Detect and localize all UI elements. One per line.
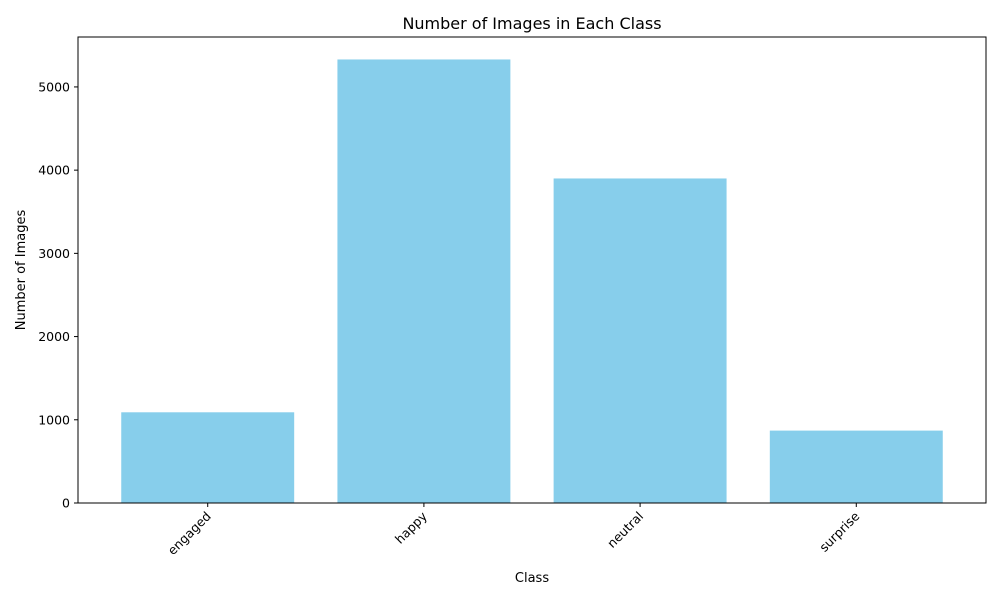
x-tick-label-neutral: neutral [604, 509, 646, 551]
axes-frame [77, 36, 987, 504]
x-tick-label-surprise: surprise [816, 508, 862, 554]
y-axis-label: Number of Images [14, 210, 29, 331]
y-tick-label-1000: 1000 [38, 412, 70, 427]
bar-surprise [769, 430, 943, 503]
y-tick-label-0: 0 [62, 496, 70, 511]
y-tick-label-4000: 4000 [38, 163, 70, 178]
x-axis-label: Class [515, 571, 549, 586]
bar-neutral [553, 178, 727, 503]
chart-title: Number of Images in Each Class [402, 14, 661, 33]
x-tick-label-happy: happy [392, 508, 431, 547]
bar-engaged [121, 412, 295, 503]
y-tick-label-2000: 2000 [38, 329, 70, 344]
x-tick-label-engaged: engaged [164, 509, 213, 558]
y-tick-label-5000: 5000 [38, 79, 70, 94]
y-tick-label-3000: 3000 [38, 246, 70, 261]
plot-area: 0 1000 2000 3000 4000 5000 engaged happy neutral… [38, 36, 987, 558]
bar-happy [337, 59, 511, 503]
